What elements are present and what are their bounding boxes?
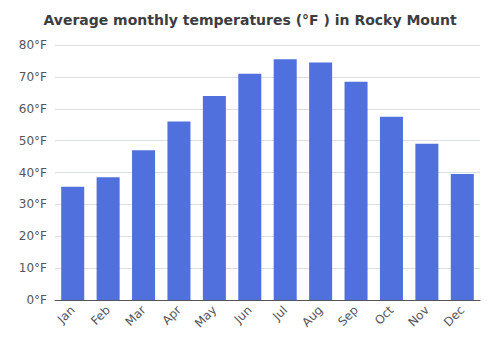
svg-text:20°F: 20°F — [19, 229, 47, 243]
svg-text:0°F: 0°F — [26, 293, 47, 307]
svg-text:Feb: Feb — [88, 303, 113, 328]
svg-text:80°F: 80°F — [19, 38, 47, 52]
svg-text:50°F: 50°F — [19, 134, 47, 148]
svg-text:May: May — [192, 303, 219, 330]
svg-text:Average monthly temperatures (: Average monthly temperatures (°F ) in Ro… — [43, 12, 456, 28]
svg-text:60°F: 60°F — [19, 102, 47, 116]
svg-text:Dec: Dec — [441, 303, 467, 329]
svg-text:Jan: Jan — [54, 303, 78, 327]
svg-text:70°F: 70°F — [19, 70, 47, 84]
svg-text:Jul: Jul — [269, 303, 290, 324]
svg-text:Aug: Aug — [299, 303, 325, 329]
svg-text:Sep: Sep — [335, 303, 361, 329]
svg-text:Jun: Jun — [231, 303, 255, 327]
svg-text:Mar: Mar — [123, 303, 149, 329]
svg-text:Nov: Nov — [405, 303, 431, 329]
svg-text:Apr: Apr — [159, 303, 184, 328]
svg-text:Oct: Oct — [372, 303, 397, 328]
svg-text:40°F: 40°F — [19, 166, 47, 180]
svg-text:10°F: 10°F — [19, 261, 47, 275]
svg-text:30°F: 30°F — [19, 197, 47, 211]
